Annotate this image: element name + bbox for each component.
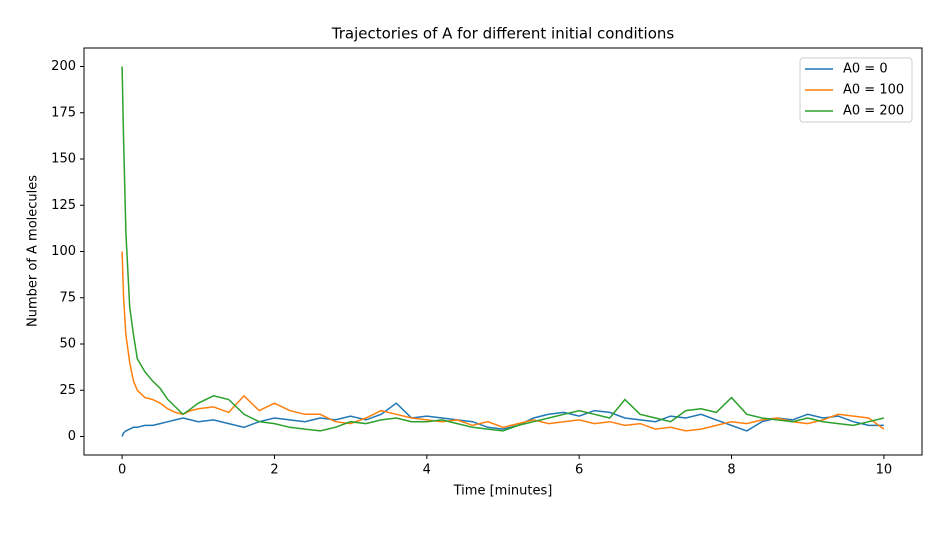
x-tick-label: 10	[876, 463, 893, 478]
y-tick-label: 25	[59, 383, 76, 398]
x-tick-label: 6	[575, 463, 583, 478]
series-line	[121, 402, 884, 437]
x-tick-label: 0	[118, 463, 126, 478]
legend-box	[799, 57, 913, 123]
y-tick-label: 150	[51, 152, 76, 167]
x-tick-label: 4	[423, 463, 431, 478]
series-line	[121, 251, 885, 432]
x-tick-label: 8	[727, 463, 735, 478]
x-axis-label: Time [minutes]	[453, 484, 553, 499]
legend: A0 = 0 A0 = 100 A0 = 200	[799, 57, 913, 123]
y-tick-label: 50	[59, 337, 76, 352]
y-tick-label: 175	[51, 105, 76, 120]
y-tick-label: 125	[51, 198, 76, 213]
x-tick-label: 2	[270, 463, 278, 478]
legend-label: A0 = 200	[843, 104, 904, 119]
y-tick-label: 100	[51, 244, 76, 259]
y-tick-label: 75	[59, 290, 76, 305]
series-line	[121, 66, 885, 432]
legend-label: A0 = 0	[843, 62, 888, 77]
y-tick-label: 200	[51, 59, 76, 74]
chart-title: Trajectories of A for different initial …	[331, 25, 675, 43]
y-tick-label: 0	[68, 429, 76, 444]
plot-frame	[83, 47, 923, 456]
y-axis-label: Number of A molecules	[26, 175, 41, 327]
legend-label: A0 = 100	[843, 83, 904, 98]
